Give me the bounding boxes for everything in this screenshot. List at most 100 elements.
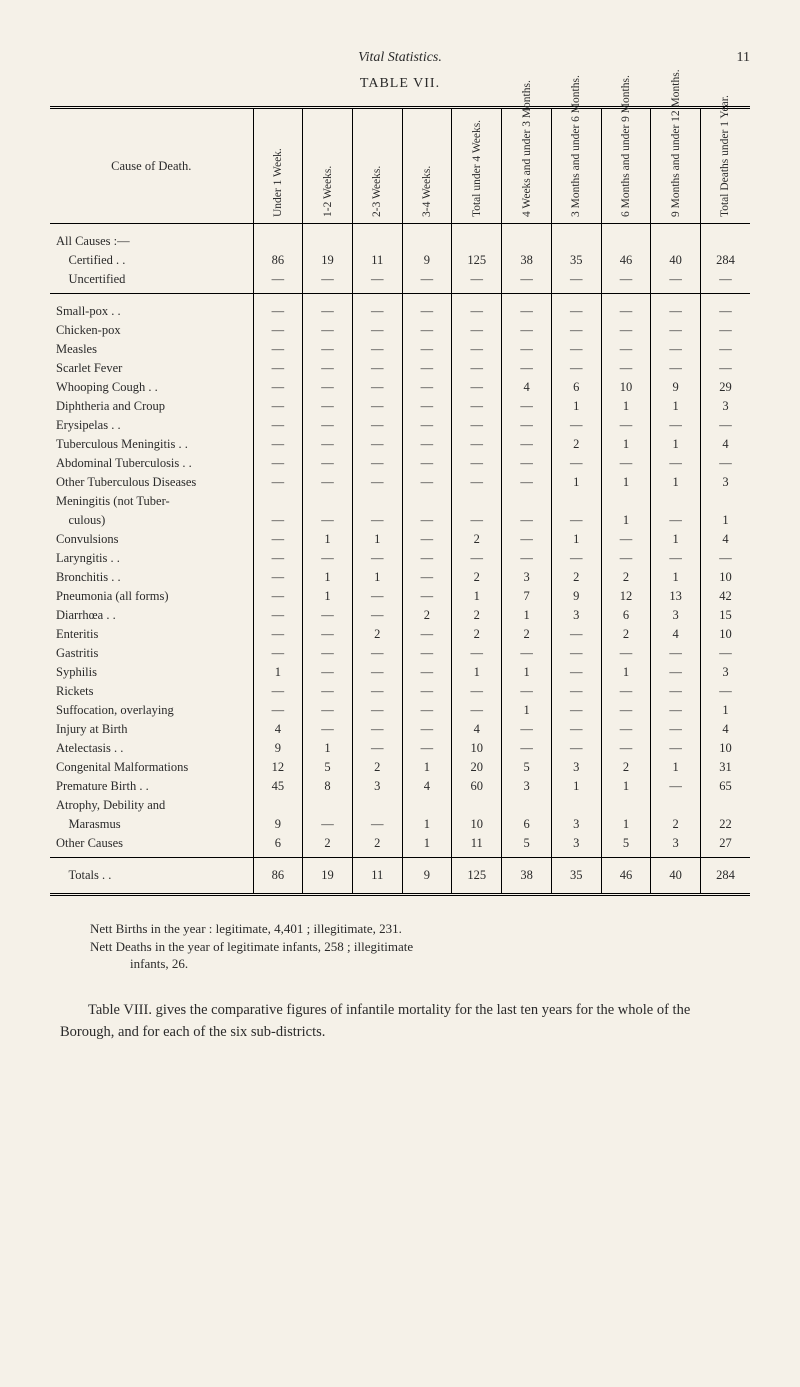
cause-label: Congenital Malformations [50,758,253,777]
value-cell: — [700,682,750,701]
cause-label: Pneumonia (all forms) [50,587,253,606]
value-cell: 284 [700,858,750,895]
value-cell: 3 [502,777,552,796]
value-cell: 2 [601,568,651,587]
table-row: Totals . .861911912538354640284 [50,858,750,895]
value-cell: 3 [651,834,701,858]
value-cell: — [651,777,701,796]
value-cell: — [700,340,750,359]
table-row: Whooping Cough . .—————4610929 [50,378,750,397]
value-cell: — [452,378,502,397]
value-cell: 10 [700,739,750,758]
value-cell: 10 [452,739,502,758]
value-cell: 65 [700,777,750,796]
value-cell: 1 [651,568,701,587]
value-cell: — [502,270,552,294]
value-cell: — [253,530,303,549]
table-row: Atelectasis . .91——10————10 [50,739,750,758]
cause-label: Laryngitis . . [50,549,253,568]
value-cell: — [551,511,601,530]
value-cell: 6 [601,606,651,625]
value-cell: — [551,549,601,568]
value-cell: 4 [651,625,701,644]
table-row: Tuberculous Meningitis . .——————2114 [50,435,750,454]
value-cell: — [601,294,651,322]
value-cell: — [352,739,402,758]
value-cell: — [502,682,552,701]
page-number: 11 [710,50,750,66]
value-cell: — [452,454,502,473]
value-cell: 2 [651,815,701,834]
value-cell: — [253,321,303,340]
value-cell: 27 [700,834,750,858]
value-cell: — [303,321,353,340]
value-cell: — [452,416,502,435]
value-cell: — [303,359,353,378]
value-cell: — [352,587,402,606]
value-cell: — [352,644,402,663]
value-cell: — [452,701,502,720]
value-cell: 3 [700,473,750,492]
cause-label: Diphtheria and Croup [50,397,253,416]
value-cell: — [253,294,303,322]
value-cell: — [452,549,502,568]
value-cell [551,796,601,815]
cause-label: Totals . . [50,858,253,895]
value-cell: — [551,720,601,739]
value-cell: 11 [452,834,502,858]
value-cell: 6 [502,815,552,834]
value-cell [402,224,452,252]
value-cell: — [452,340,502,359]
table-header-row: Cause of Death. Under 1 Week. 1-2 Weeks.… [50,108,750,224]
table-row: Enteritis——2—22—2410 [50,625,750,644]
value-cell: — [700,270,750,294]
table-row: Small-pox . .—————————— [50,294,750,322]
value-cell: — [402,454,452,473]
value-cell: 19 [303,251,353,270]
value-cell: 1 [452,587,502,606]
table-row: Convulsions—11—2—1—14 [50,530,750,549]
value-cell: 1 [551,530,601,549]
value-cell: — [502,416,552,435]
value-cell [651,224,701,252]
table-row: Uncertified—————————— [50,270,750,294]
value-cell: 3 [551,815,601,834]
value-cell: — [551,644,601,663]
value-cell: — [601,739,651,758]
value-cell: 1 [303,739,353,758]
value-cell: — [651,682,701,701]
value-cell: — [303,720,353,739]
value-cell: 6 [253,834,303,858]
value-cell: 5 [601,834,651,858]
value-cell: 7 [502,587,552,606]
value-cell: 3 [502,568,552,587]
value-cell: — [402,587,452,606]
value-cell: 1 [601,777,651,796]
value-cell: — [651,270,701,294]
value-cell: 2 [352,625,402,644]
value-cell: 12 [253,758,303,777]
col-total-1-year: Total Deaths under 1 Year. [700,108,750,224]
value-cell [303,796,353,815]
value-cell: 1 [402,758,452,777]
col-1-2-weeks: 1-2 Weeks. [303,108,353,224]
value-cell: 1 [303,530,353,549]
value-cell: — [651,340,701,359]
value-cell: 2 [352,834,402,858]
cause-label: Suffocation, overlaying [50,701,253,720]
value-cell: 9 [253,739,303,758]
value-cell: — [551,625,601,644]
body-paragraph: Table VIII. gives the comparative figure… [60,999,740,1044]
value-cell: 4 [402,777,452,796]
value-cell: 1 [700,701,750,720]
value-cell: — [253,682,303,701]
value-cell: — [651,644,701,663]
value-cell: — [651,720,701,739]
value-cell [253,796,303,815]
col-2-3-weeks: 2-3 Weeks. [352,108,402,224]
running-title: Vital Statistics. [90,50,710,66]
value-cell: — [551,701,601,720]
value-cell: — [502,530,552,549]
value-cell: — [352,511,402,530]
value-cell: — [502,549,552,568]
